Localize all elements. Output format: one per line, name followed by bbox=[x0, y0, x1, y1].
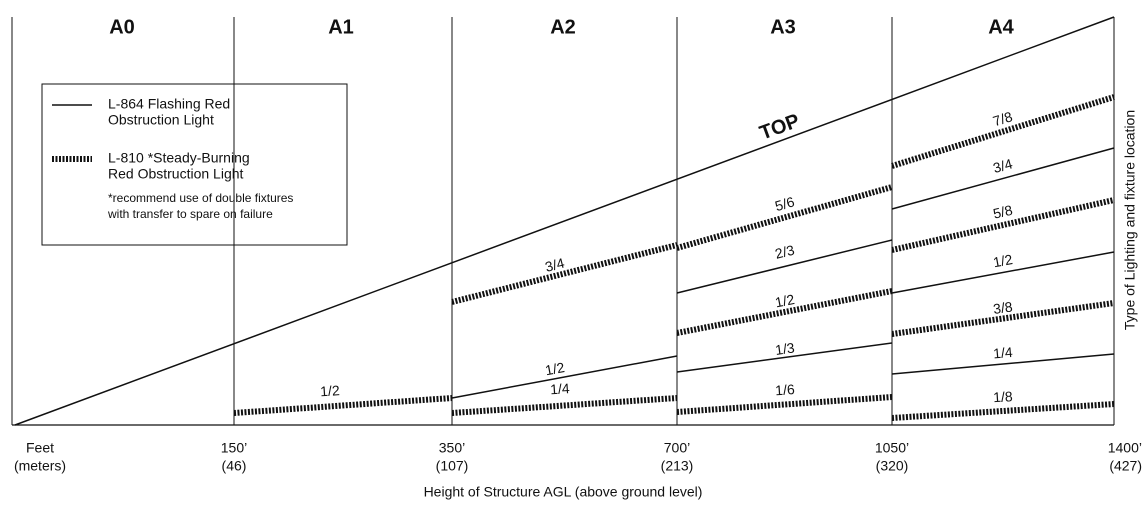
tick-feet: 350’ bbox=[439, 440, 465, 456]
fixture-label: 2/3 bbox=[773, 242, 796, 262]
tick-feet: 1400’ bbox=[1108, 440, 1142, 456]
fixture-label: 1/2 bbox=[774, 291, 796, 310]
tick-feet: 150’ bbox=[221, 440, 247, 456]
fixture-label: 3/4 bbox=[991, 155, 1014, 176]
fixture-label: 1/3 bbox=[774, 339, 796, 357]
legend: L-864 Flashing Red Obstruction Light L-8… bbox=[41, 83, 348, 246]
legend-text: Obstruction Light bbox=[108, 112, 214, 128]
zone-label: A0 bbox=[109, 16, 135, 38]
zone-label: A2 bbox=[550, 16, 576, 38]
steady-light-line bbox=[676, 394, 893, 415]
legend-text: Red Obstruction Light bbox=[108, 166, 244, 182]
axis-title: Height of Structure AGL (above ground le… bbox=[424, 484, 703, 500]
fixture-label: 5/6 bbox=[773, 193, 796, 214]
legend-note: with transfer to spare on failure bbox=[107, 207, 273, 221]
tick-feet: 1050’ bbox=[875, 440, 909, 456]
zone-label: A4 bbox=[988, 16, 1014, 38]
fixture-label: 1/4 bbox=[550, 380, 571, 397]
fixture-label: 7/8 bbox=[991, 108, 1015, 129]
zone-label: A3 bbox=[770, 16, 796, 38]
fixture-label: 1/2 bbox=[992, 251, 1014, 270]
steady-light-line bbox=[676, 288, 893, 336]
fixture-label: 3/8 bbox=[992, 298, 1014, 317]
fixture-label: 1/6 bbox=[775, 381, 796, 398]
steady-light-line bbox=[233, 395, 453, 416]
legend-text: L-864 Flashing Red bbox=[108, 96, 230, 112]
tick-meters: (46) bbox=[222, 458, 247, 474]
steady-light-line bbox=[676, 184, 893, 251]
tick-meters: (320) bbox=[876, 458, 909, 474]
legend-box bbox=[41, 83, 348, 246]
fixture-label: 1/2 bbox=[320, 382, 341, 399]
steady-light-line bbox=[891, 300, 1115, 337]
fixture-label: 1/4 bbox=[992, 344, 1013, 362]
flashing-light-line bbox=[676, 239, 893, 294]
top-label: TOP bbox=[757, 110, 803, 145]
steady-light-line bbox=[891, 94, 1115, 169]
legend-text: L-810 *Steady-Burning bbox=[108, 150, 250, 166]
top-line bbox=[14, 16, 1115, 426]
tick-feet: Feet bbox=[26, 440, 54, 456]
flashing-light-line bbox=[891, 251, 1115, 294]
side-label: Type of Lighting and fixture location bbox=[1122, 110, 1138, 330]
tick-meters: (213) bbox=[661, 458, 694, 474]
flashing-light-line bbox=[891, 147, 1115, 210]
steady-light-line bbox=[451, 242, 678, 305]
fixture-label: 1/2 bbox=[544, 359, 566, 378]
zone-label: A1 bbox=[328, 16, 354, 38]
flashing-light-line bbox=[891, 353, 1115, 375]
tick-meters: (meters) bbox=[14, 458, 66, 474]
tick-meters: (107) bbox=[436, 458, 469, 474]
legend-note: *recommend use of double fixtures bbox=[108, 191, 293, 205]
fixture-label: 1/8 bbox=[993, 388, 1014, 405]
tick-feet: 700’ bbox=[664, 440, 690, 456]
flashing-light-line bbox=[451, 355, 678, 399]
tick-meters: (427) bbox=[1109, 458, 1142, 474]
steady-light-line bbox=[451, 395, 678, 416]
fixture-label: 3/4 bbox=[543, 255, 566, 275]
fixture-label: 5/8 bbox=[991, 202, 1014, 222]
steady-light-line bbox=[891, 197, 1115, 253]
flashing-light-line bbox=[676, 342, 893, 373]
steady-light-line bbox=[891, 401, 1115, 421]
